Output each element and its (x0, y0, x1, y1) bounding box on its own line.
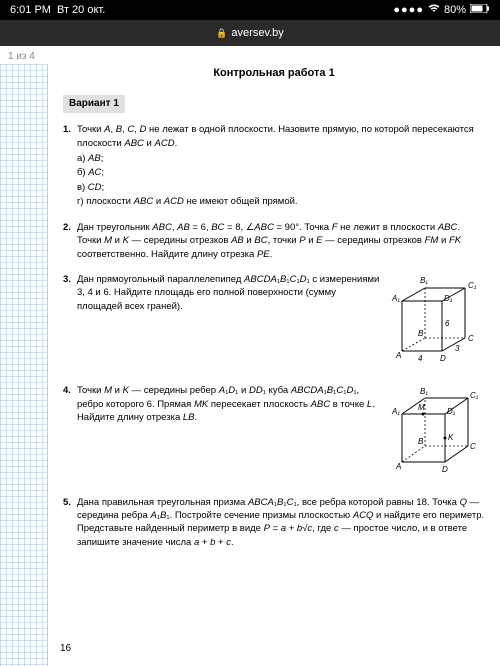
svg-text:3: 3 (455, 344, 460, 353)
problem-2: 2. Дан треугольник ABC, AB = 6, BC = 8, … (63, 221, 485, 261)
document: Контрольная работа 1 Вариант 1 1. Точки … (48, 46, 500, 666)
problem-text: Точки M и K — середины ребер A₁D₁ и DD₁ … (77, 384, 382, 483)
page-indicator: 1 из 4 (8, 51, 35, 62)
problem-5: 5. Дана правильная треугольная призма AB… (63, 496, 485, 549)
svg-text:C₁: C₁ (468, 281, 477, 290)
svg-text:D: D (440, 354, 446, 363)
status-bar: 6:01 PM Вт 20 окт. ●●●● 80% (0, 0, 500, 20)
svg-text:B: B (418, 329, 424, 338)
problem-num: 5. (63, 496, 71, 549)
problem-text: Дан прямоугольный параллелепипед ABCDA₁B… (77, 273, 382, 372)
svg-text:A₁: A₁ (391, 407, 400, 416)
option-a: а) AB; (77, 152, 485, 165)
battery-icon (470, 4, 490, 16)
signal-icon: ●●●● (393, 4, 424, 16)
problem-num: 3. (63, 273, 71, 372)
wifi-icon (428, 4, 440, 16)
problem-text: Дана правильная треугольная призма ABCA₁… (77, 496, 485, 549)
svg-text:D₁: D₁ (444, 294, 453, 303)
svg-text:6: 6 (445, 319, 450, 328)
problem-num: 2. (63, 221, 71, 261)
svg-text:D: D (442, 465, 448, 474)
svg-text:B: B (418, 437, 424, 446)
option-b: б) AC; (77, 166, 485, 179)
svg-text:M: M (418, 403, 425, 412)
lock-icon: 🔒 (216, 28, 227, 39)
problem-num: 1. (63, 123, 71, 209)
figure-cube: A D C B A₁ D₁ C₁ B₁ M K (390, 384, 485, 483)
status-date: Вт 20 окт. (57, 4, 105, 16)
problem-text: Дан треугольник ABC, AB = 6, BC = 8, ∠AB… (77, 221, 485, 261)
svg-text:D₁: D₁ (447, 407, 456, 416)
problem-3: 3. Дан прямоугольный параллелепипед ABCD… (63, 273, 485, 372)
problem-4: 4. Точки M и K — середины ребер A₁D₁ и D… (63, 384, 485, 483)
problem-num: 4. (63, 384, 71, 483)
option-c: в) CD; (77, 181, 485, 194)
variant-label: Вариант 1 (63, 95, 125, 113)
grid-margin (0, 64, 48, 666)
svg-text:A: A (395, 462, 401, 471)
figure-parallelepiped: A D C B A₁ D₁ C₁ B₁ 4 6 3 (390, 273, 485, 372)
page-number: 16 (60, 643, 71, 654)
svg-text:C: C (468, 334, 474, 343)
url-text: aversev.by (231, 27, 283, 39)
problem-text: Точки A, B, C, D не лежат в одной плоско… (77, 124, 474, 148)
svg-text:C₁: C₁ (470, 391, 479, 400)
status-time: 6:01 PM (10, 4, 51, 16)
svg-text:C: C (470, 442, 476, 451)
svg-text:A₁: A₁ (391, 294, 400, 303)
svg-text:B₁: B₁ (420, 387, 428, 396)
option-d: г) плоскости ABC и ACD не имеют общей пр… (77, 195, 485, 208)
problem-1: 1. Точки A, B, C, D не лежат в одной пло… (63, 123, 485, 209)
svg-text:B₁: B₁ (420, 276, 428, 285)
document-title: Контрольная работа 1 (63, 66, 485, 81)
content-area: 1 из 4 Контрольная работа 1 Вариант 1 1.… (0, 46, 500, 666)
battery-percent: 80% (444, 4, 466, 16)
svg-text:K: K (448, 433, 454, 442)
svg-text:A: A (395, 351, 401, 360)
svg-text:4: 4 (418, 354, 423, 363)
url-bar[interactable]: 🔒 aversev.by (0, 20, 500, 46)
